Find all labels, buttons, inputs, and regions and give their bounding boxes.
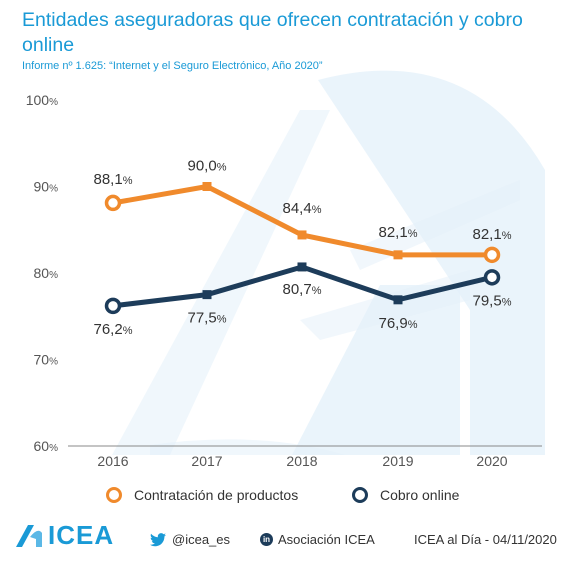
data-point-marker [483, 269, 501, 286]
chart-subtitle: Informe nº 1.625: “Internet y el Seguro … [22, 60, 323, 72]
data-label: 90,0% [188, 158, 227, 175]
data-point-marker [202, 182, 212, 191]
x-tick-label: 2018 [286, 453, 317, 469]
x-tick-label: 2019 [382, 453, 413, 469]
linkedin-link[interactable]: in Asociación ICEA [260, 532, 375, 547]
data-label: 82,1% [379, 224, 418, 241]
data-label: 88,1% [94, 171, 133, 188]
data-label: 76,2% [94, 321, 133, 338]
legend-item-cobro: Cobro online [352, 487, 459, 503]
y-tick-label: 90% [34, 179, 59, 195]
legend-marker-contratacion [106, 487, 122, 503]
x-tick-label: 2017 [191, 453, 222, 469]
data-label: 77,5% [188, 310, 227, 327]
data-point-marker [202, 290, 212, 300]
data-point-marker [104, 297, 122, 315]
icea-logo: ICEA [14, 520, 114, 551]
source-date: ICEA al Día - 04/11/2020 [414, 532, 557, 547]
data-label: 84,4% [283, 200, 322, 217]
x-tick-label: 2016 [97, 453, 128, 469]
data-label: 76,9% [379, 315, 418, 332]
y-tick-label: 70% [34, 352, 59, 368]
logo-text: ICEA [48, 520, 115, 550]
data-label: 80,7% [283, 281, 322, 298]
legend-label-cobro: Cobro online [380, 487, 460, 503]
legend-marker-cobro [352, 487, 368, 503]
data-point-marker [483, 246, 501, 264]
data-point-marker [297, 230, 307, 240]
data-point-marker [393, 295, 403, 305]
y-tick-label: 100% [26, 92, 58, 108]
linkedin-label: Asociación ICEA [278, 532, 375, 547]
background-watermark [112, 70, 545, 456]
twitter-label: @icea_es [172, 532, 231, 547]
data-point-marker [104, 194, 122, 212]
data-label: 82,1% [473, 226, 512, 243]
x-tick-label: 2020 [476, 453, 507, 469]
twitter-bird-icon [150, 532, 166, 546]
icea-logo-icon [16, 524, 42, 547]
legend-item-contratacion: Contratación de productos [106, 487, 298, 503]
data-point-marker [297, 262, 307, 272]
legend-label-contratacion: Contratación de productos [134, 487, 299, 503]
chart-title: Entidades aseguradoras que ofrecen contr… [22, 9, 523, 56]
linkedin-icon: in [260, 533, 273, 546]
twitter-handle[interactable]: @icea_es [150, 532, 230, 547]
data-point-marker [393, 250, 403, 260]
y-tick-label: 60% [34, 438, 59, 454]
y-tick-label: 80% [34, 265, 59, 281]
data-label: 79,5% [473, 292, 512, 309]
